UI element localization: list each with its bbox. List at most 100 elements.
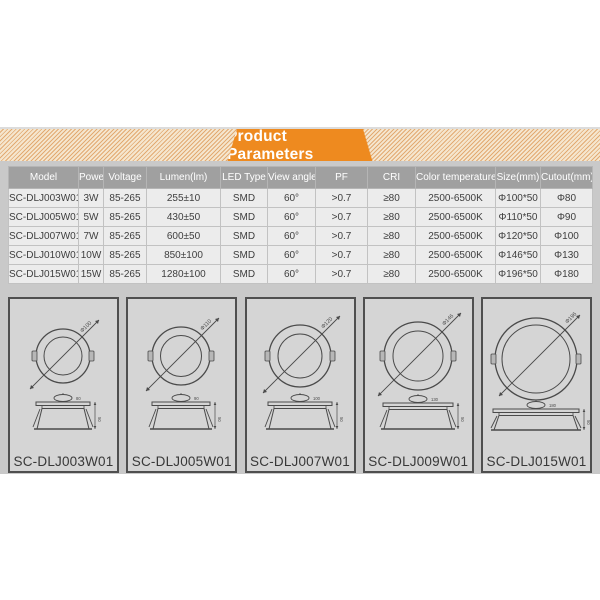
cell-voltage: 85-265 <box>103 188 147 208</box>
cell-led-type: SMD <box>220 245 268 265</box>
cell-color-temperature: 2500-6500K <box>415 207 496 227</box>
cell-lumen: 1280±100 <box>146 264 221 284</box>
cell-cutout: Φ80 <box>540 188 593 208</box>
product-panel-015: Φ196 180 50 SC-DLJ015W01 <box>481 297 592 473</box>
cell-color-temperature: 2500-6500K <box>415 245 496 265</box>
cell-pf: >0.7 <box>315 245 368 265</box>
cell-voltage: 85-265 <box>103 226 147 246</box>
panel-model-name: SC-DLJ003W01 <box>13 454 114 469</box>
downlight-drawing-003: Φ100 80 50 <box>29 319 102 430</box>
cell-cri: ≥80 <box>367 207 416 227</box>
cell-model: SC-DLJ015W01 <box>8 264 79 284</box>
cell-voltage: 85-265 <box>103 264 147 284</box>
product-panel-003: Φ100 80 50 SC-DLJ003W01 <box>8 297 119 473</box>
col-header-view-angle: View angle <box>267 166 316 189</box>
cell-model: SC-DLJ010W01 <box>8 245 79 265</box>
height-dim-label: 50 <box>97 417 102 422</box>
cell-led-type: SMD <box>220 207 268 227</box>
downlight-drawing-007: Φ120 100 50 <box>262 315 344 430</box>
cell-color-temperature: 2500-6500K <box>415 188 496 208</box>
cell-cri: ≥80 <box>367 245 416 265</box>
cell-pf: >0.7 <box>315 188 368 208</box>
cell-cri: ≥80 <box>367 226 416 246</box>
cell-size: Φ100*50 <box>495 188 541 208</box>
cell-cri: ≥80 <box>367 264 416 284</box>
product-panel-007: Φ120 100 50 SC-DLJ007W01 <box>244 297 356 473</box>
panel-model-name: SC-DLJ009W01 <box>368 454 469 469</box>
downlight-drawing-015: Φ196 180 50 <box>490 311 590 431</box>
downlight-drawing-005: Φ110 90 50 <box>145 317 222 430</box>
table-row: SC-DLJ015W01 15W 85-265 1280±100 SMD 60°… <box>8 264 593 284</box>
col-header-led-type: LED Type <box>220 166 268 189</box>
cell-lumen: 430±50 <box>146 207 221 227</box>
cell-color-temperature: 2500-6500K <box>415 226 496 246</box>
cell-model: SC-DLJ005W01 <box>8 207 79 227</box>
height-dim-label: 50 <box>460 417 465 422</box>
cell-lumen: 850±100 <box>146 245 221 265</box>
col-header-size: Size(mm) <box>495 166 541 189</box>
section-title: Product Parameters <box>227 128 314 163</box>
height-dim-label: 50 <box>586 420 590 425</box>
col-header-power: Power <box>78 166 104 189</box>
panel-model-name: SC-DLJ005W01 <box>131 454 232 469</box>
cutout-dim-label: 90 <box>194 396 199 401</box>
cell-lumen: 255±10 <box>146 188 221 208</box>
cutout-dim-label: 80 <box>76 396 81 401</box>
col-header-cutout: Cutout(mm) <box>540 166 593 189</box>
col-header-pf: PF <box>315 166 368 189</box>
diameter-label: Φ110 <box>200 319 214 333</box>
cell-size: Φ146*50 <box>495 245 541 265</box>
striped-ribbon-band: Product Parameters <box>0 127 600 161</box>
cell-cri: ≥80 <box>367 188 416 208</box>
cell-view-angle: 60° <box>267 226 316 246</box>
content-section: Model Power Voltage Lumen(lm) LED Type V… <box>0 161 600 474</box>
cell-cutout: Φ130 <box>540 245 593 265</box>
col-header-cri: CRI <box>367 166 416 189</box>
cell-power: 7W <box>78 226 104 246</box>
table-row: SC-DLJ003W01 3W 85-265 255±10 SMD 60° >0… <box>8 188 593 208</box>
cell-voltage: 85-265 <box>103 245 147 265</box>
cell-cutout: Φ100 <box>540 226 593 246</box>
height-dim-label: 50 <box>217 417 222 422</box>
spec-header-row: Model Power Voltage Lumen(lm) LED Type V… <box>8 166 593 189</box>
product-panel-005: Φ110 90 50 SC-DLJ005W01 <box>126 297 238 473</box>
cell-led-type: SMD <box>220 188 268 208</box>
cell-cutout: Φ180 <box>540 264 593 284</box>
cell-size: Φ120*50 <box>495 226 541 246</box>
cell-power: 10W <box>78 245 104 265</box>
spec-table: Model Power Voltage Lumen(lm) LED Type V… <box>8 166 593 284</box>
table-row: SC-DLJ005W01 5W 85-265 430±50 SMD 60° >0… <box>8 207 593 227</box>
cell-lumen: 600±50 <box>146 226 221 246</box>
cell-power: 3W <box>78 188 104 208</box>
cell-cutout: Φ90 <box>540 207 593 227</box>
height-dim-label: 50 <box>339 417 344 422</box>
table-row: SC-DLJ010W01 10W 85-265 850±100 SMD 60° … <box>8 245 593 265</box>
cell-pf: >0.7 <box>315 264 368 284</box>
cutout-dim-label: 180 <box>549 403 557 408</box>
cell-led-type: SMD <box>220 226 268 246</box>
cell-view-angle: 60° <box>267 264 316 284</box>
col-header-model: Model <box>8 166 79 189</box>
table-row: SC-DLJ007W01 7W 85-265 600±50 SMD 60° >0… <box>8 226 593 246</box>
cutout-dim-label: 100 <box>313 396 321 401</box>
section-title-banner: Product Parameters <box>227 129 373 163</box>
col-header-lumen: Lumen(lm) <box>146 166 221 189</box>
cell-model: SC-DLJ007W01 <box>8 226 79 246</box>
cell-view-angle: 60° <box>267 245 316 265</box>
drawing-panels: Φ100 80 50 SC-DLJ003W01 <box>8 297 592 473</box>
cell-view-angle: 60° <box>267 207 316 227</box>
cell-size: Φ110*50 <box>495 207 541 227</box>
cell-size: Φ196*50 <box>495 264 541 284</box>
product-panel-009: Φ146 130 50 SC-DLJ009W01 <box>362 297 474 473</box>
cell-pf: >0.7 <box>315 207 368 227</box>
cutout-dim-label: 130 <box>431 397 439 402</box>
cell-power: 15W <box>78 264 104 284</box>
downlight-drawing-009: Φ146 130 50 <box>377 312 465 430</box>
panel-model-name: SC-DLJ007W01 <box>250 454 350 469</box>
cell-color-temperature: 2500-6500K <box>415 264 496 284</box>
panel-model-name: SC-DLJ015W01 <box>486 454 587 469</box>
cell-model: SC-DLJ003W01 <box>8 188 79 208</box>
col-header-voltage: Voltage <box>103 166 147 189</box>
cell-led-type: SMD <box>220 264 268 284</box>
